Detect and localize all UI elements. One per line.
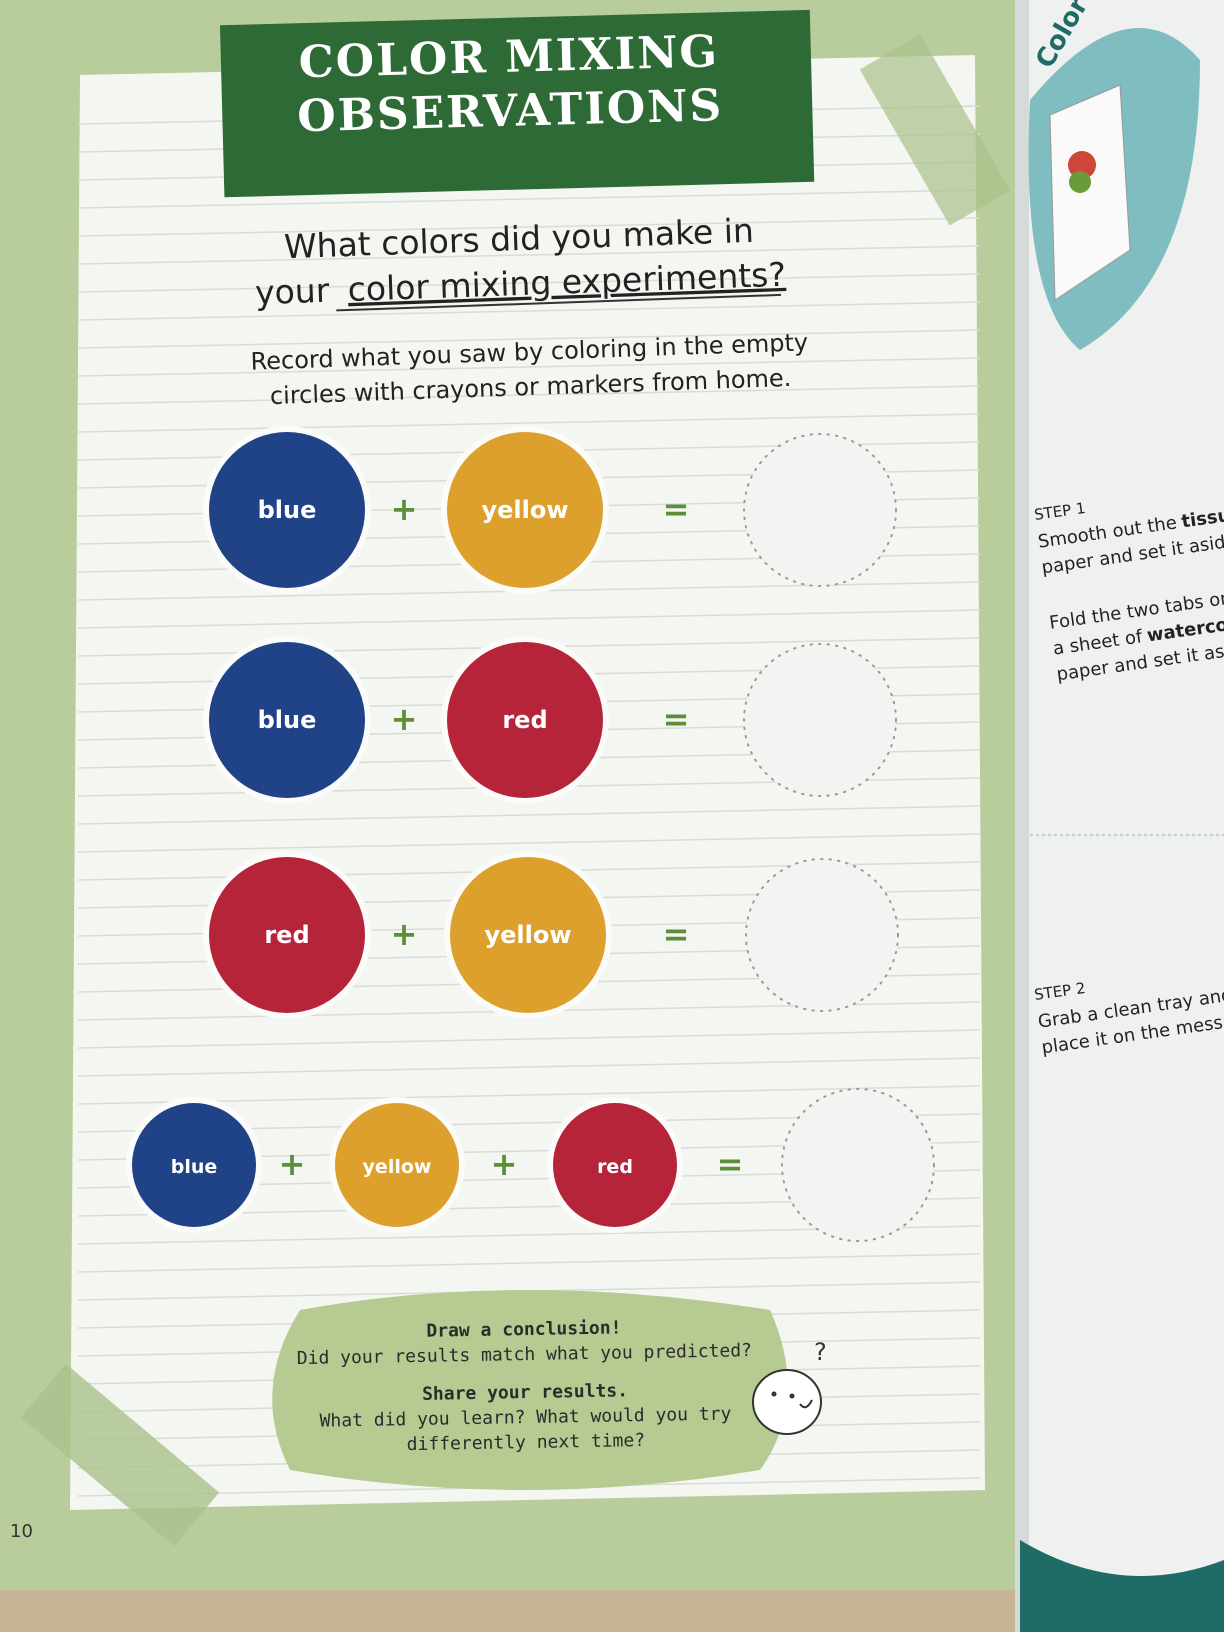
title-line: COLOR MIXING: [298, 26, 720, 88]
equation: red + yellow =: [203, 851, 899, 1019]
title-line: OBSERVATIONS: [297, 80, 724, 142]
paper-line: [77, 329, 981, 349]
color-circle: [447, 432, 603, 588]
question: What colors did you make in your color m…: [254, 211, 786, 313]
color-label: red: [264, 921, 309, 949]
equals-sign: =: [663, 490, 690, 528]
color-label: blue: [258, 706, 317, 734]
color-label: red: [502, 706, 547, 734]
paper-line: [77, 217, 981, 237]
paper-line: [77, 805, 981, 825]
thinking-face: ?: [752, 1338, 827, 1435]
plus-sign: +: [391, 915, 418, 953]
equation: blue + yellow + red =: [126, 1088, 935, 1242]
paper-line: [77, 609, 981, 629]
paper-line: [77, 1085, 981, 1105]
cover-edge: [1020, 1540, 1224, 1632]
plus-sign: +: [491, 1145, 518, 1183]
paper-line: [77, 385, 981, 405]
question-text: your: [254, 271, 330, 313]
equals-sign: =: [663, 915, 690, 953]
conclusion-heading: Draw a conclusion!: [426, 1317, 621, 1341]
paper-line: [77, 1029, 981, 1049]
card-illustration: [1049, 84, 1131, 301]
color-circle: [553, 1103, 677, 1227]
paper-line: [77, 301, 981, 321]
underline: [336, 293, 782, 312]
plus-sign: +: [279, 1145, 306, 1183]
page-gutter: [1015, 0, 1029, 1632]
paper-line: [77, 357, 981, 377]
equations: blue + yellow = blue + red = red + yellow = blue + yel…: [126, 426, 935, 1242]
empty-result-circle: [745, 858, 899, 1012]
paper-line: [77, 833, 981, 853]
illustration-dot: [1069, 171, 1091, 193]
equals-sign: =: [717, 1145, 744, 1183]
color-circle: [209, 642, 365, 798]
color-label: red: [597, 1156, 633, 1178]
color-circle: [132, 1103, 256, 1227]
color-circle: [209, 432, 365, 588]
mouth: [799, 1399, 813, 1409]
eye: [789, 1393, 795, 1399]
illustration-dot: [1068, 151, 1096, 179]
paper-line: [77, 413, 981, 433]
equation: blue + yellow =: [203, 426, 897, 594]
plus-sign: +: [391, 700, 418, 738]
eye: [771, 1391, 777, 1397]
color-label: yellow: [481, 496, 568, 524]
question-line: your color mixing experiments?: [254, 255, 786, 313]
empty-result-circle: [743, 643, 897, 797]
color-label: blue: [171, 1156, 218, 1178]
color-label: yellow: [484, 921, 571, 949]
paper-line: [77, 1057, 981, 1077]
paper-line: [77, 1253, 981, 1273]
face: [752, 1369, 822, 1435]
color-circle: [450, 857, 606, 1013]
equation: blue + red =: [203, 636, 897, 804]
banner-bg: [219, 9, 815, 198]
tape: [20, 1363, 220, 1547]
page-number: 10: [10, 1521, 33, 1542]
conclusion-text: differently next time?: [407, 1430, 646, 1455]
color-label: yellow: [363, 1156, 432, 1178]
paper-line: [77, 273, 981, 293]
plus-sign: +: [391, 490, 418, 528]
color-circle: [335, 1103, 459, 1227]
thought-mark: ?: [814, 1338, 827, 1366]
equals-sign: =: [663, 700, 690, 738]
paper-line: [77, 245, 981, 265]
empty-result-circle: [781, 1088, 935, 1242]
color-circle: [209, 857, 365, 1013]
conclusion-heading: Share your results.: [422, 1380, 628, 1405]
paper-line: [77, 189, 981, 209]
title-banner: COLOR MIXING OBSERVATIONS: [219, 9, 815, 198]
empty-result-circle: [743, 433, 897, 587]
tape: [859, 34, 1011, 226]
conclusion-bubble: [272, 1290, 788, 1490]
color-circle: [447, 642, 603, 798]
color-label: blue: [258, 496, 317, 524]
